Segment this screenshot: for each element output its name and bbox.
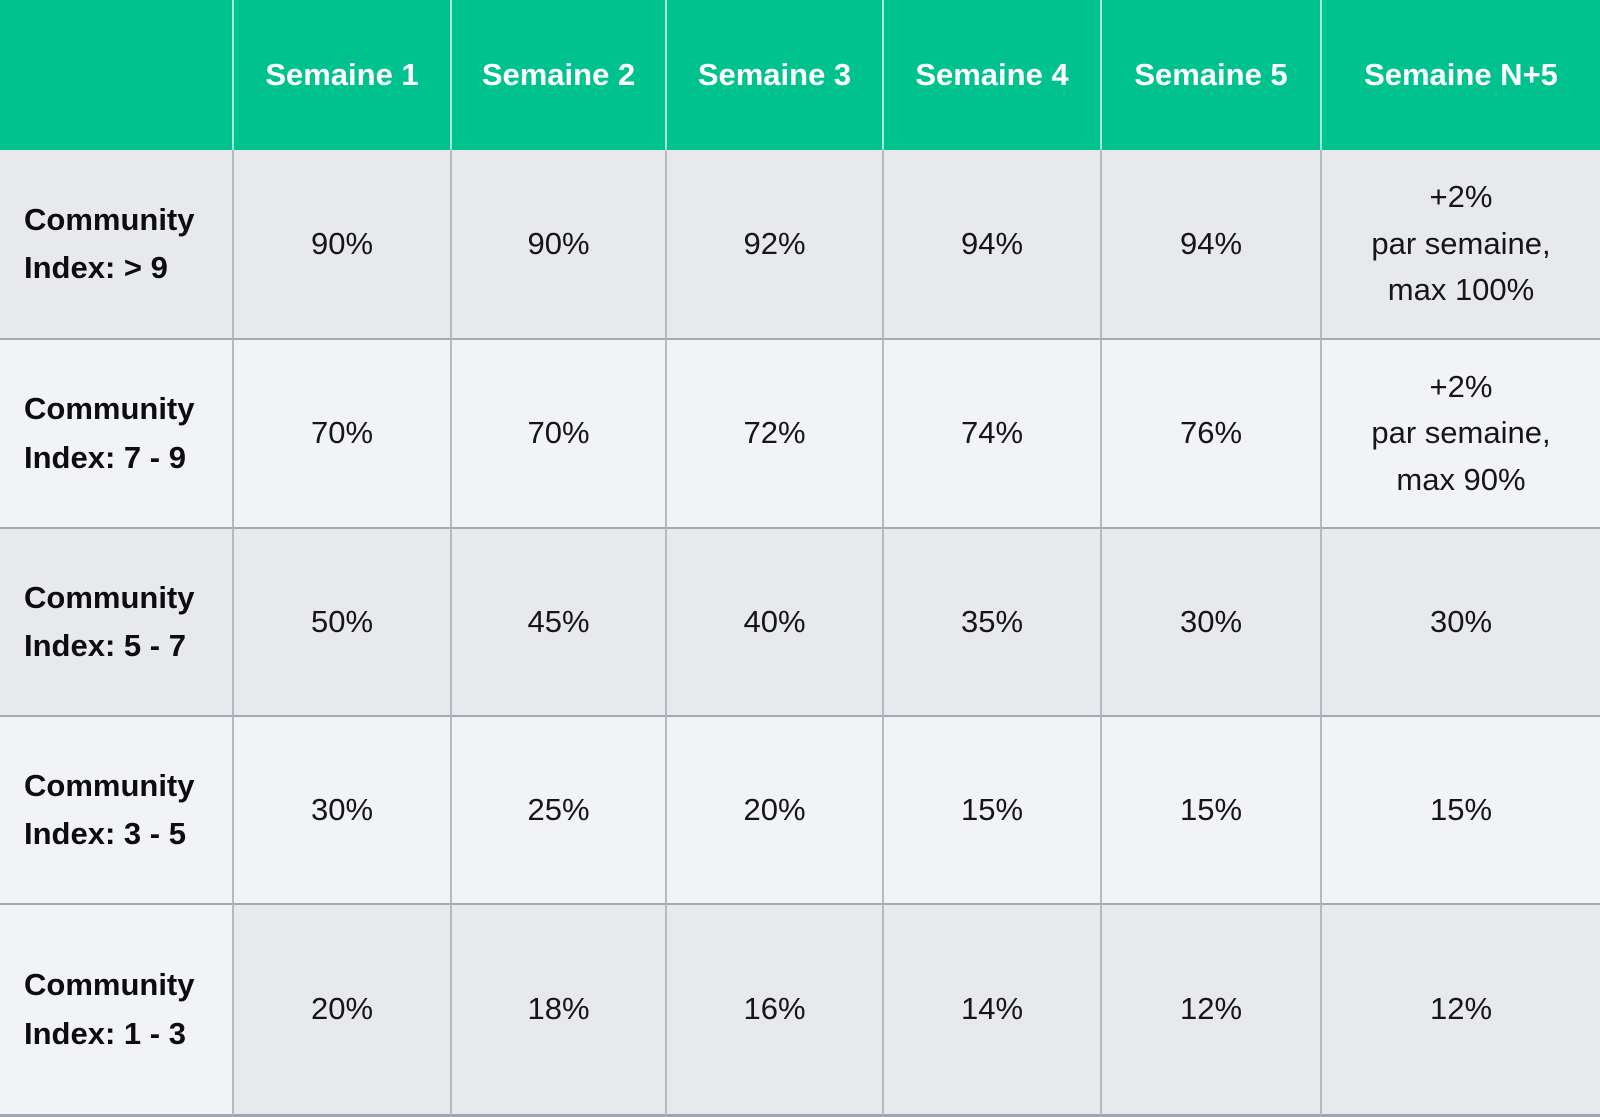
row-label-index-1-3: Community Index: 1 - 3: [0, 903, 232, 1117]
row-label-index-3-5: Community Index: 3 - 5: [0, 715, 232, 903]
cell-1-3-semaine-3: 16%: [665, 903, 882, 1117]
cell-7-9-semaine-1: 70%: [232, 338, 450, 527]
cell-gt9-semaine-2: 90%: [450, 150, 665, 338]
cell-1-3-semaine-2: 18%: [450, 903, 665, 1117]
cell-3-5-semaine-2: 25%: [450, 715, 665, 903]
cell-gt9-semaine-3: 92%: [665, 150, 882, 338]
cell-gt9-semaine-n5: +2% par semaine, max 100%: [1320, 150, 1600, 338]
column-header-semaine-3: Semaine 3: [665, 0, 882, 150]
cell-7-9-semaine-4: 74%: [882, 338, 1100, 527]
cell-gt9-semaine-5: 94%: [1100, 150, 1320, 338]
cell-5-7-semaine-2: 45%: [450, 527, 665, 715]
cell-gt9-semaine-1: 90%: [232, 150, 450, 338]
cell-7-9-semaine-n5: +2% par semaine, max 90%: [1320, 338, 1600, 527]
cell-3-5-semaine-5: 15%: [1100, 715, 1320, 903]
cell-7-9-semaine-2: 70%: [450, 338, 665, 527]
column-header-semaine-1: Semaine 1: [232, 0, 450, 150]
cell-gt9-semaine-4: 94%: [882, 150, 1100, 338]
row-label-index-5-7: Community Index: 5 - 7: [0, 527, 232, 715]
cell-1-3-semaine-1: 20%: [232, 903, 450, 1117]
row-label-index-7-9: Community Index: 7 - 9: [0, 338, 232, 527]
cell-5-7-semaine-5: 30%: [1100, 527, 1320, 715]
column-header-semaine-2: Semaine 2: [450, 0, 665, 150]
column-header-semaine-4: Semaine 4: [882, 0, 1100, 150]
cell-5-7-semaine-3: 40%: [665, 527, 882, 715]
cell-5-7-semaine-n5: 30%: [1320, 527, 1600, 715]
cell-7-9-semaine-3: 72%: [665, 338, 882, 527]
cell-5-7-semaine-4: 35%: [882, 527, 1100, 715]
cell-1-3-semaine-5: 12%: [1100, 903, 1320, 1117]
cell-5-7-semaine-1: 50%: [232, 527, 450, 715]
row-label-index-gt-9: Community Index: > 9: [0, 150, 232, 338]
cell-3-5-semaine-4: 15%: [882, 715, 1100, 903]
cell-3-5-semaine-3: 20%: [665, 715, 882, 903]
cell-1-3-semaine-n5: 12%: [1320, 903, 1600, 1117]
column-header-semaine-5: Semaine 5: [1100, 0, 1320, 150]
cell-3-5-semaine-1: 30%: [232, 715, 450, 903]
cell-7-9-semaine-5: 76%: [1100, 338, 1320, 527]
cell-3-5-semaine-n5: 15%: [1320, 715, 1600, 903]
column-header-semaine-n5: Semaine N+5: [1320, 0, 1600, 150]
corner-header-cell: [0, 0, 232, 150]
cell-1-3-semaine-4: 14%: [882, 903, 1100, 1117]
